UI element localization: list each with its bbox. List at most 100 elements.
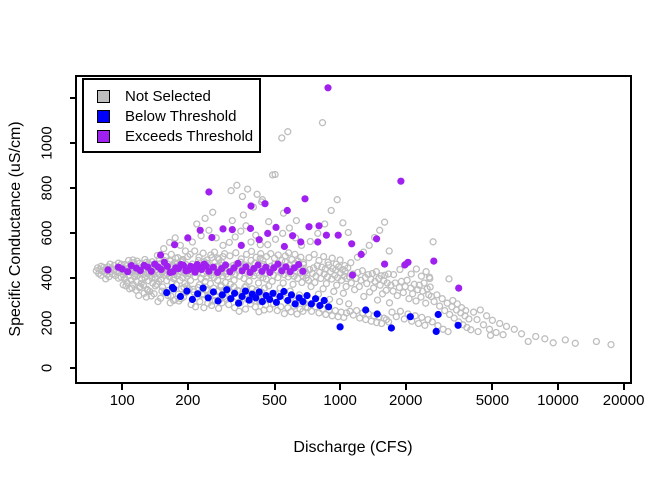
data-point-not-selected (327, 206, 335, 215)
x-tick-label: 2000 (389, 392, 423, 409)
data-point-not-selected (245, 277, 253, 286)
data-point-not-selected (492, 328, 500, 337)
data-point-not-selected (274, 251, 282, 259)
data-point-exceeds-threshold (348, 271, 357, 279)
data-point-not-selected (277, 303, 285, 311)
data-point-not-selected (136, 282, 144, 291)
data-point-below-threshold (316, 301, 324, 310)
data-point-not-selected (336, 256, 344, 264)
data-point-not-selected (243, 185, 252, 193)
data-point-not-selected (274, 273, 282, 282)
data-point-not-selected (393, 291, 401, 300)
x-tick-mark (339, 383, 342, 390)
data-point-not-selected (252, 231, 260, 239)
data-point-exceeds-threshold (228, 226, 236, 234)
data-point-below-threshold (432, 327, 440, 335)
legend-label: Exceeds Threshold (125, 127, 254, 145)
data-point-not-selected (331, 306, 339, 315)
data-point-not-selected (502, 322, 511, 331)
data-point-not-selected (217, 282, 225, 291)
data-point-not-selected (422, 268, 430, 276)
legend-item-not-selected: Not Selected (84, 86, 259, 106)
data-point-not-selected (251, 303, 259, 311)
data-point-not-selected (561, 336, 569, 344)
data-point-not-selected (214, 304, 223, 313)
data-point-not-selected (358, 267, 367, 275)
data-point-not-selected (306, 237, 314, 246)
data-point-not-selected (373, 296, 382, 304)
data-point-not-selected (230, 276, 238, 284)
data-point-not-selected (147, 292, 155, 300)
data-point-not-selected (314, 229, 322, 238)
data-point-not-selected (332, 260, 340, 268)
data-point-below-threshold (183, 287, 191, 295)
data-point-not-selected (285, 224, 294, 232)
data-point-exceeds-threshold (262, 263, 270, 271)
y-tick-mark (70, 141, 77, 144)
data-point-not-selected (304, 304, 312, 312)
data-point-not-selected (280, 309, 289, 318)
data-point-not-selected (278, 256, 286, 265)
data-point-not-selected (363, 279, 371, 288)
not-selected-swatch-icon (97, 89, 110, 103)
data-point-not-selected (479, 321, 488, 329)
data-point-not-selected (469, 308, 478, 316)
data-point-not-selected (496, 319, 504, 328)
data-point-exceeds-threshold (322, 231, 330, 239)
data-point-exceeds-threshold (157, 265, 165, 274)
data-point-not-selected (167, 250, 175, 259)
data-point-exceeds-threshold (348, 240, 356, 248)
data-point-not-selected (426, 283, 434, 291)
y-axis-title: Specific Conductance (uS/cm) (7, 121, 24, 337)
data-point-not-selected (268, 277, 276, 286)
data-point-below-threshold (287, 291, 296, 299)
data-point-not-selected (200, 304, 208, 312)
data-point-not-selected (298, 278, 306, 287)
data-point-not-selected (160, 245, 168, 253)
data-point-exceeds-threshold (373, 235, 381, 243)
data-point-not-selected (193, 220, 201, 228)
x-tick-mark (273, 383, 276, 390)
data-point-below-threshold (336, 323, 344, 331)
data-point-not-selected (549, 339, 557, 347)
data-point-not-selected (171, 234, 179, 242)
data-point-not-selected (266, 305, 274, 313)
data-point-not-selected (328, 254, 336, 262)
data-point-exceeds-threshold (136, 267, 144, 275)
data-point-not-selected (321, 220, 329, 228)
data-point-not-selected (467, 326, 475, 334)
data-point-exceeds-threshold (163, 262, 171, 270)
data-point-exceeds-threshold (280, 242, 288, 251)
data-point-not-selected (315, 256, 323, 265)
data-point-not-selected (319, 252, 328, 261)
data-point-exceeds-threshold (334, 231, 342, 239)
data-point-exceeds-threshold (299, 267, 307, 275)
data-point-not-selected (254, 279, 263, 287)
data-point-not-selected (389, 270, 398, 279)
data-point-not-selected (292, 216, 301, 225)
data-point-exceeds-threshold (208, 233, 216, 242)
data-point-below-threshold (241, 287, 250, 295)
data-point-exceeds-threshold (219, 225, 227, 233)
data-point-not-selected (541, 335, 549, 343)
data-point-exceeds-threshold (237, 241, 245, 249)
data-point-not-selected (262, 275, 270, 283)
x-tick-mark (404, 383, 407, 390)
data-point-not-selected (360, 292, 368, 301)
data-point-not-selected (376, 281, 384, 289)
data-point-not-selected (264, 241, 272, 249)
y-tick-mark (70, 96, 77, 99)
data-point-not-selected (462, 306, 470, 315)
x-axis-title: Discharge (CFS) (293, 439, 413, 456)
data-point-not-selected (265, 218, 273, 226)
data-point-not-selected (279, 279, 287, 287)
data-point-exceeds-threshold (202, 262, 210, 270)
data-point-not-selected (311, 278, 319, 287)
data-point-not-selected (488, 316, 497, 324)
data-point-exceeds-threshold (184, 234, 192, 242)
data-point-not-selected (271, 235, 280, 243)
data-point-not-selected (324, 258, 332, 266)
data-point-not-selected (342, 309, 351, 317)
data-point-not-selected (524, 337, 532, 346)
data-point-below-threshold (255, 288, 263, 296)
